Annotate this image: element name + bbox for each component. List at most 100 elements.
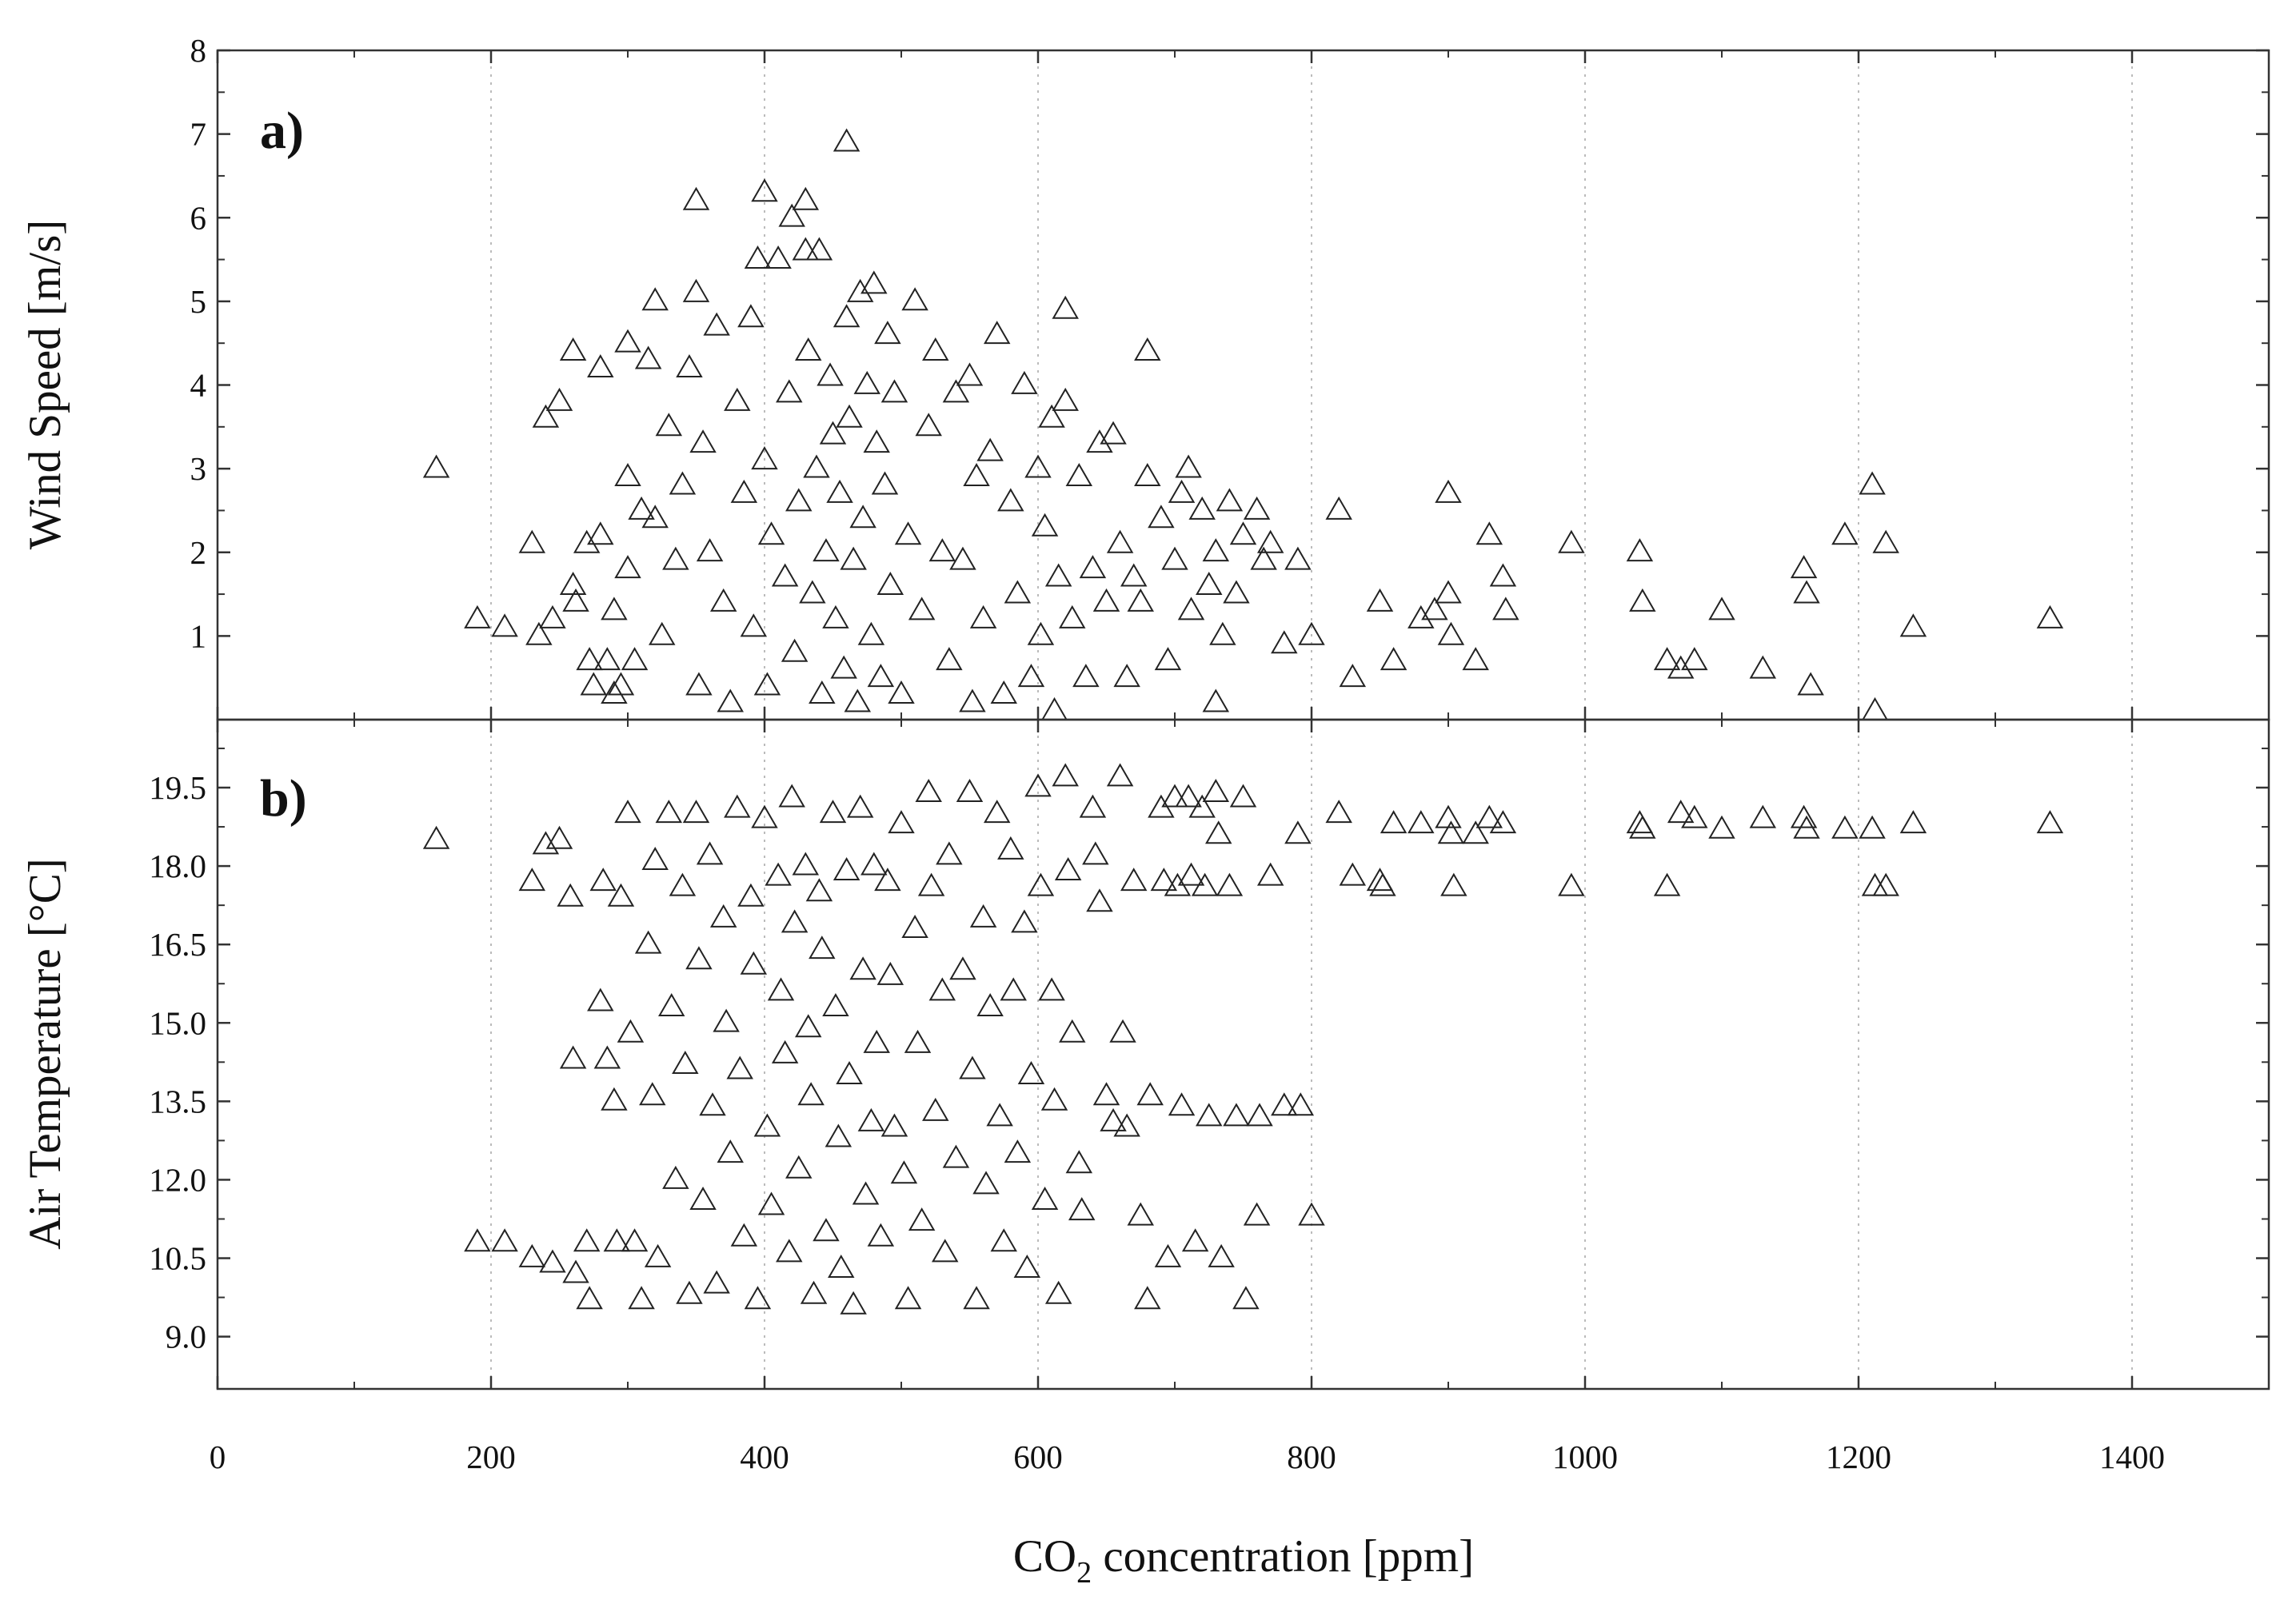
data-point [826, 479, 853, 503]
data-point [1113, 1113, 1140, 1137]
data-point [1256, 862, 1284, 886]
x-tick-label: 1200 [1826, 1438, 1891, 1475]
data-point [1072, 664, 1100, 688]
data-point [703, 312, 730, 336]
data-point [1059, 605, 1086, 628]
data-point [689, 429, 717, 453]
data-point [1109, 1019, 1136, 1043]
data-point [1793, 580, 1820, 604]
data-point [990, 1228, 1017, 1252]
data-point [1134, 337, 1161, 361]
data-point [1284, 546, 1312, 570]
data-point [778, 203, 805, 227]
data-point [781, 909, 809, 933]
data-point [1065, 462, 1093, 486]
data-point [1831, 815, 1859, 839]
data-point [525, 621, 553, 645]
data-point [744, 245, 772, 269]
x-axis-label-rest: concentration [ppm] [1092, 1531, 1474, 1582]
data-point [792, 237, 820, 261]
data-point [751, 446, 778, 470]
data-point [669, 471, 697, 495]
data-point [778, 784, 805, 808]
data-point [557, 883, 584, 907]
data-point [751, 804, 778, 828]
data-point [644, 1243, 672, 1267]
data-point [682, 278, 710, 302]
data-point [532, 404, 560, 428]
data-point [753, 1113, 781, 1137]
data-point [792, 852, 820, 876]
data-point [662, 1165, 689, 1189]
data-point [607, 883, 635, 907]
data-point [593, 1045, 621, 1069]
data-point [676, 353, 703, 377]
data-point [703, 1270, 730, 1294]
panel-b-points [422, 763, 2064, 1315]
data-point [849, 505, 876, 529]
data-point [617, 1019, 645, 1043]
data-point [634, 345, 662, 369]
data-point [621, 1228, 649, 1252]
data-point [1175, 784, 1202, 808]
data-point [915, 778, 942, 802]
data-point [685, 946, 713, 970]
panel-a-y-ticks: 1 2 3 4 5 6 7 8 [190, 32, 2269, 654]
data-point [771, 1039, 799, 1063]
data-point [771, 563, 799, 587]
data-point [593, 647, 621, 671]
data-point [1196, 1103, 1223, 1127]
data-point [997, 488, 1024, 512]
data-point [833, 128, 861, 152]
data-point [655, 413, 683, 437]
data-point [867, 664, 895, 688]
data-point [874, 868, 901, 892]
data-point [464, 605, 491, 628]
data-point [1204, 820, 1232, 844]
y-tick-label: 12.0 [149, 1161, 206, 1198]
data-point [936, 647, 963, 671]
data-point [1092, 588, 1120, 612]
data-point [628, 496, 655, 520]
data-point [740, 613, 768, 637]
data-point [1872, 872, 1899, 896]
data-point [422, 825, 450, 849]
data-point [649, 621, 676, 645]
data-point [908, 597, 936, 620]
data-point [1038, 977, 1065, 1001]
data-point [559, 1045, 587, 1069]
data-point [696, 841, 724, 865]
data-point [880, 1113, 908, 1137]
panel-a-wind-speed: 1 2 3 4 5 6 7 8 a) Wind Speed [m/s] [20, 32, 2270, 721]
panel-b-y-ticks: 9.0 10.5 12.0 13.5 15.0 16.5 18.0 19.5 [149, 747, 2269, 1355]
data-point [904, 1029, 932, 1053]
data-point [573, 1228, 601, 1252]
data-point [1127, 1202, 1154, 1226]
data-point [1475, 521, 1503, 545]
data-point [767, 977, 795, 1001]
data-point [1031, 513, 1059, 537]
data-point [890, 1160, 918, 1184]
data-point [1161, 784, 1188, 808]
data-point [1017, 664, 1045, 688]
data-point [956, 362, 984, 386]
y-tick-label: 2 [190, 534, 207, 571]
data-point [765, 862, 792, 886]
data-point [1223, 1103, 1250, 1127]
data-point [621, 647, 649, 671]
data-point [1024, 773, 1052, 797]
data-point [730, 479, 758, 503]
data-point [1168, 1092, 1196, 1116]
data-point [709, 588, 737, 612]
data-point [696, 538, 724, 562]
data-point [1068, 1197, 1096, 1221]
data-point [2036, 605, 2064, 628]
data-point [576, 647, 603, 671]
y-tick-label: 18.0 [149, 848, 206, 884]
data-point [757, 521, 785, 545]
data-point [799, 580, 826, 604]
data-point [518, 868, 546, 892]
data-point [628, 1286, 655, 1310]
data-point [1271, 1092, 1298, 1116]
data-point [846, 278, 874, 302]
